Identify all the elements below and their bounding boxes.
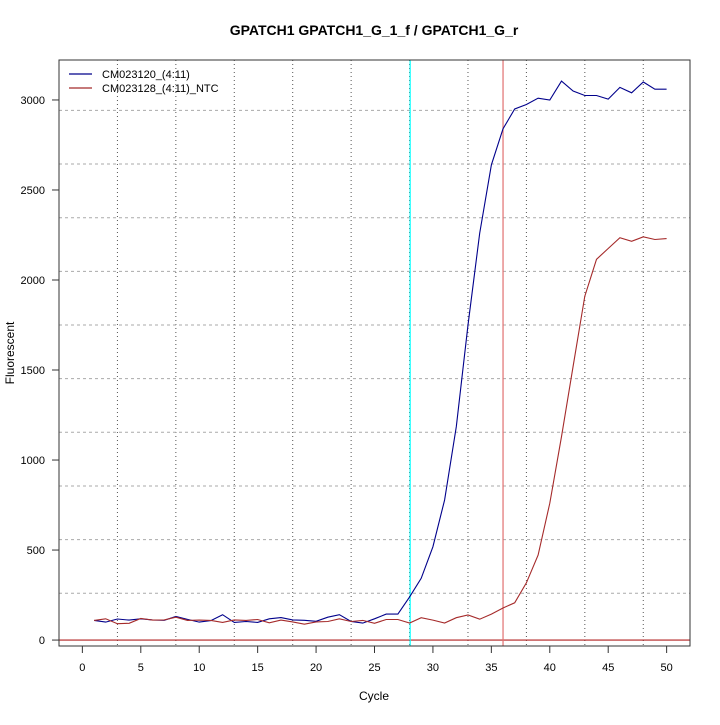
x-tick-label: 5 [138, 662, 144, 674]
y-tick-label: 1500 [21, 365, 45, 377]
x-tick-label: 50 [661, 662, 673, 674]
chart-title: GPATCH1 GPATCH1_G_1_f / GPATCH1_G_r [230, 22, 519, 38]
plot-frame [58, 59, 691, 647]
x-tick-label: 25 [368, 662, 380, 674]
y-axis-label: Fluorescent [3, 321, 17, 384]
x-tick-label: 40 [544, 662, 556, 674]
x-tick-label: 45 [602, 662, 614, 674]
series-lines [94, 80, 667, 625]
grid [59, 60, 690, 646]
legend-label: CM023128_(4:11)_NTC [102, 83, 219, 95]
legend: CM023120_(4:11) CM023128_(4:11)_NTC [69, 69, 219, 95]
x-tick-label: 35 [485, 662, 497, 674]
reference-lines [59, 60, 690, 646]
x-tick-label: 0 [79, 662, 85, 674]
axes: 0 5 10 15 20 25 30 35 40 45 5005001000150020002500… [21, 95, 673, 674]
y-tick-label: 1000 [21, 455, 45, 467]
x-tick-label: 15 [252, 662, 264, 674]
y-tick-label: 500 [27, 545, 45, 557]
y-tick-label: 2500 [21, 185, 45, 197]
series-line [94, 236, 667, 625]
x-tick-label: 20 [310, 662, 322, 674]
legend-label: CM023120_(4:11) [102, 69, 190, 81]
x-axis-label: Cycle [359, 689, 389, 703]
y-tick-label: 3000 [21, 95, 45, 107]
series-line [94, 80, 667, 624]
x-tick-label: 10 [193, 662, 205, 674]
y-tick-label: 0 [39, 635, 45, 647]
y-tick-label: 2000 [21, 275, 45, 287]
x-tick-label: 30 [427, 662, 439, 674]
